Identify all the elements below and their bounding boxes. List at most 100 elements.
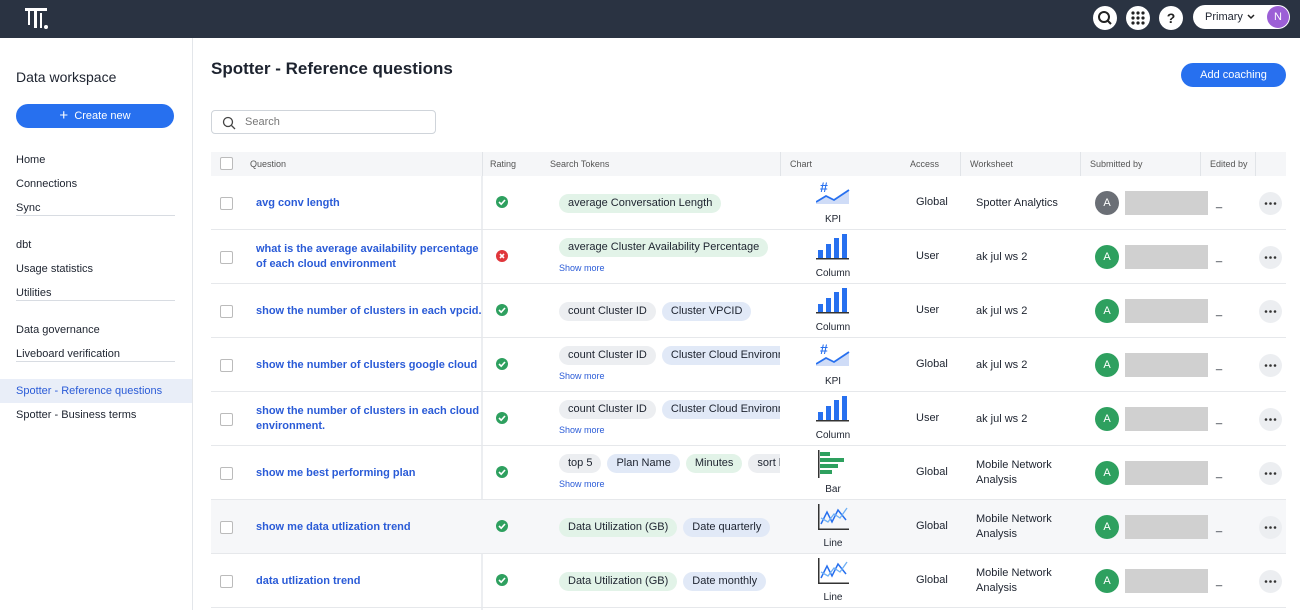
selected-bg bbox=[0, 379, 192, 403]
checkbox[interactable] bbox=[220, 197, 233, 210]
column-divider bbox=[780, 152, 781, 176]
question-link[interactable]: what is the average availability percent… bbox=[256, 230, 484, 284]
worksheet-name: ak jul ws 2 bbox=[976, 412, 1028, 425]
token-list: Data Utilization (GB) Date monthly bbox=[559, 571, 780, 593]
nav-item[interactable]: Spotter - Business terms bbox=[16, 409, 137, 421]
column-header: Access bbox=[910, 159, 940, 169]
checkbox[interactable] bbox=[220, 467, 233, 480]
question-text[interactable]: avg conv length bbox=[256, 196, 340, 209]
token-list: top 5 Plan Name Minutes sort b bbox=[559, 453, 780, 475]
worksheet: ak jul ws 2 bbox=[976, 284, 1072, 338]
logo[interactable] bbox=[25, 6, 51, 32]
top-icons[interactable]: ? bbox=[1093, 5, 1183, 31]
show-more-link[interactable]: Show more bbox=[559, 263, 605, 273]
worksheet-name: Mobile Network Analysis bbox=[976, 513, 1052, 540]
table-row[interactable]: show me data utlization trend Data Utiliz… bbox=[211, 500, 1286, 554]
table-row[interactable]: data utlization trend Data Utilization (G… bbox=[211, 554, 1286, 608]
show-more-link[interactable]: Show more bbox=[559, 479, 605, 489]
access: Global bbox=[916, 196, 948, 208]
table-row[interactable]: show the number of clusters google cloud… bbox=[211, 338, 1286, 392]
row-actions[interactable] bbox=[1259, 570, 1282, 593]
edited-by: _ bbox=[1216, 359, 1223, 371]
question-text[interactable]: what is the average availability percent… bbox=[256, 243, 479, 270]
row-actions[interactable] bbox=[1259, 516, 1282, 539]
submitter-avatar: A bbox=[1095, 407, 1119, 431]
nav-item[interactable]: Usage statistics bbox=[16, 263, 94, 275]
column-header: Submitted by bbox=[1090, 159, 1143, 169]
row-actions[interactable] bbox=[1259, 192, 1282, 215]
question-text[interactable]: data utlization trend bbox=[256, 574, 361, 587]
chart-label: KPI bbox=[824, 214, 842, 225]
rating-icon bbox=[496, 250, 508, 262]
checkbox[interactable] bbox=[220, 359, 233, 372]
show-more-link[interactable]: Show more bbox=[559, 371, 605, 381]
column-header: Edited by bbox=[1210, 159, 1248, 169]
create-button[interactable]: + Create new bbox=[16, 104, 174, 128]
checkbox[interactable] bbox=[220, 251, 233, 264]
question-text[interactable]: show the number of clusters in each vpci… bbox=[256, 304, 482, 317]
checkbox[interactable] bbox=[220, 305, 233, 318]
question-text[interactable]: show the number of clusters google cloud bbox=[256, 358, 478, 371]
table-row[interactable]: show me best performing plan top 5 Plan Na… bbox=[211, 446, 1286, 500]
worksheet: Mobile Network Analysis bbox=[976, 500, 1072, 554]
worksheet: ak jul ws 2 bbox=[976, 338, 1072, 392]
search-token: top 5 bbox=[559, 454, 602, 473]
divider bbox=[16, 215, 175, 216]
submitter-name-redacted bbox=[1125, 569, 1208, 593]
row-actions[interactable] bbox=[1259, 246, 1282, 269]
token-list: average Conversation Length bbox=[559, 193, 780, 215]
table-row[interactable]: avg conv length average Conversation Leng… bbox=[211, 176, 1286, 230]
submitter-name-redacted bbox=[1125, 245, 1208, 269]
question-link[interactable]: show the number of clusters google cloud bbox=[256, 338, 484, 392]
header-row bbox=[211, 152, 1286, 176]
checkbox[interactable] bbox=[220, 413, 233, 426]
question-text[interactable]: show me data utlization trend bbox=[256, 520, 411, 533]
question-link[interactable]: avg conv length bbox=[256, 176, 484, 230]
user-avatar[interactable]: N bbox=[1267, 6, 1289, 28]
question-link[interactable]: show the number of clusters in each clou… bbox=[256, 392, 484, 446]
column-divider bbox=[482, 152, 483, 176]
add-coaching-button[interactable]: Add coaching bbox=[1181, 63, 1286, 87]
checkbox[interactable] bbox=[220, 521, 233, 534]
table-row[interactable]: show the number of clusters in each clou… bbox=[211, 392, 1286, 446]
show-more-link[interactable]: Show more bbox=[559, 425, 605, 435]
sidebar: Data workspace + Create new Home Connecti… bbox=[0, 38, 193, 610]
sidebar-title: Data workspace bbox=[16, 69, 117, 85]
submitter-avatar: A bbox=[1095, 353, 1119, 377]
question-link[interactable]: show me data utlization trend bbox=[256, 500, 484, 554]
search-token: Data Utilization (GB) bbox=[559, 518, 678, 537]
nav-item[interactable]: dbt bbox=[16, 239, 32, 251]
rating-icon bbox=[496, 520, 508, 532]
question-link[interactable]: show the number of clusters in each vpci… bbox=[256, 284, 484, 338]
column-divider bbox=[1255, 152, 1256, 176]
checkbox[interactable] bbox=[220, 575, 233, 588]
svg-text:#: # bbox=[820, 180, 828, 195]
rating-icon bbox=[496, 358, 508, 370]
table-row[interactable]: what is the average availability percent… bbox=[211, 230, 1286, 284]
nav-item[interactable]: Connections bbox=[16, 178, 78, 190]
nav-item[interactable]: Liveboard verification bbox=[16, 348, 120, 360]
nav-item[interactable]: Sync bbox=[16, 202, 41, 214]
search-token: Date quarterly bbox=[683, 518, 771, 537]
nav-item[interactable]: Home bbox=[16, 154, 46, 166]
nav-item[interactable]: Utilities bbox=[16, 287, 52, 299]
column-header: Chart bbox=[790, 159, 813, 169]
question-link[interactable]: data utlization trend bbox=[256, 554, 484, 608]
checkbox[interactable] bbox=[220, 157, 233, 170]
edited-by: _ bbox=[1216, 251, 1223, 263]
question-text[interactable]: show the number of clusters in each clou… bbox=[256, 405, 480, 432]
row-actions[interactable] bbox=[1259, 354, 1282, 377]
column-header: Rating bbox=[490, 159, 517, 169]
table-row[interactable]: show the number of clusters in each vpci… bbox=[211, 284, 1286, 338]
nav-item[interactable]: Data governance bbox=[16, 324, 100, 336]
search-box[interactable]: Search bbox=[211, 110, 436, 134]
nav-item[interactable]: Spotter - Reference questions bbox=[16, 385, 163, 397]
row-actions[interactable] bbox=[1259, 462, 1282, 485]
question-text[interactable]: show me best performing plan bbox=[256, 466, 416, 479]
row-actions[interactable] bbox=[1259, 300, 1282, 323]
search-token: count Cluster ID bbox=[559, 346, 656, 365]
account-menu[interactable]: Primary N bbox=[1193, 5, 1290, 29]
row-actions[interactable] bbox=[1259, 408, 1282, 431]
question-link[interactable]: show me best performing plan bbox=[256, 446, 484, 500]
